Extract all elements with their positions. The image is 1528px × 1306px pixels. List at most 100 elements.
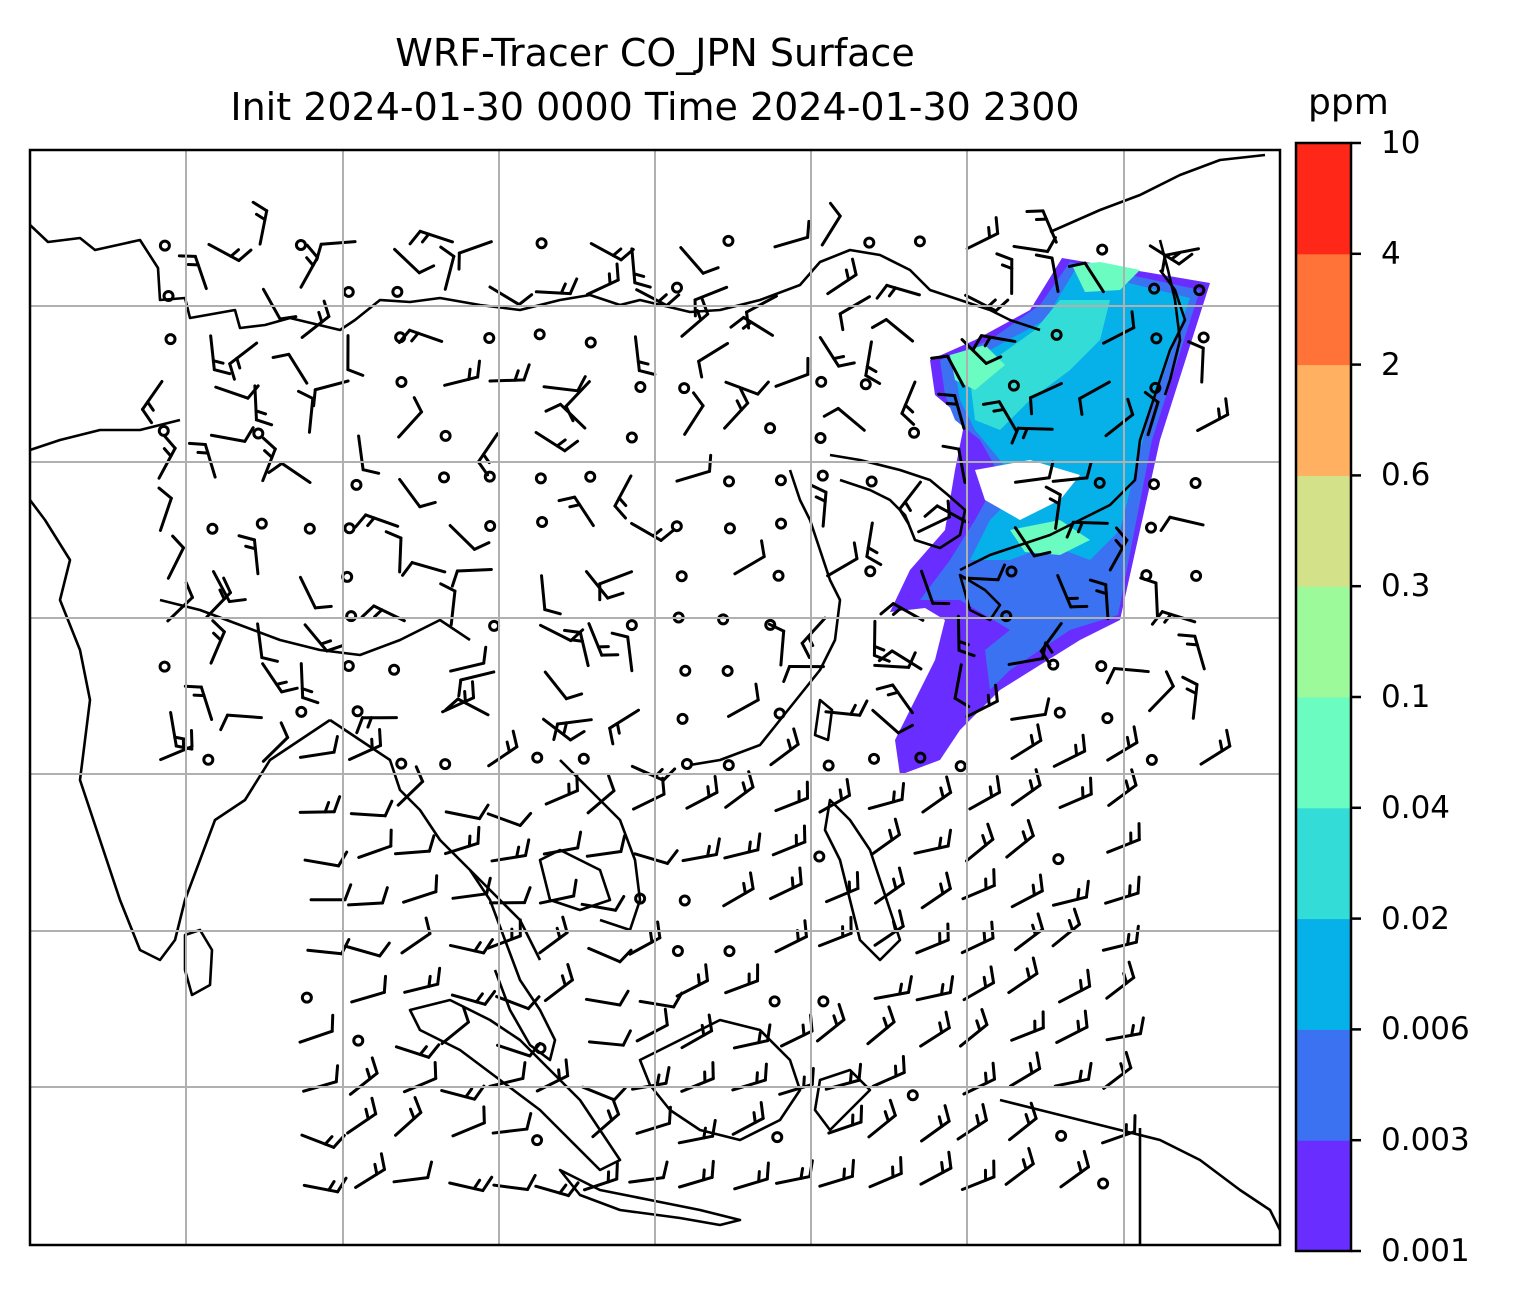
- wind-barb: [1051, 460, 1093, 483]
- colorbar-tick-label: 10: [1381, 125, 1421, 161]
- wind-barb: [635, 288, 681, 308]
- wind-barb: [542, 375, 587, 393]
- wind-barb: [486, 811, 533, 828]
- wind-barb: [585, 834, 627, 858]
- calm-wind-circle: [1097, 1177, 1110, 1190]
- wind-barb: [965, 216, 1000, 251]
- wind-barb: [1160, 247, 1200, 273]
- wind-barb: [633, 335, 657, 376]
- wind-barb: [920, 1104, 951, 1143]
- calm-wind-circle: [345, 610, 358, 623]
- wind-barb: [582, 1161, 619, 1192]
- wind-barb: [451, 1105, 486, 1138]
- wind-barb: [552, 718, 593, 742]
- wind-barb: [1007, 641, 1048, 666]
- wind-barb: [874, 866, 905, 905]
- calm-wind-circle: [388, 663, 401, 676]
- wind-barb: [1013, 912, 1045, 952]
- wind-barb: [726, 682, 760, 718]
- calm-wind-circle: [721, 664, 734, 677]
- wind-barb: [439, 245, 456, 291]
- wind-barb: [177, 254, 208, 291]
- calm-wind-circle: [535, 237, 548, 250]
- coast-tibet: [159, 598, 471, 657]
- wind-barb: [962, 563, 1007, 582]
- wind-barb: [346, 1096, 378, 1135]
- wind-barb: [450, 567, 493, 588]
- wind-barb: [348, 1056, 379, 1096]
- wind-barb: [355, 716, 398, 735]
- wind-barb: [448, 524, 491, 551]
- wind-barb: [968, 775, 1002, 811]
- wind-barb: [1053, 1061, 1093, 1088]
- wind-barb: [267, 461, 312, 484]
- wind-barb: [219, 713, 263, 732]
- wind-barb: [818, 336, 856, 368]
- wind-barb: [440, 1005, 470, 1046]
- wind-barb: [534, 277, 579, 296]
- calm-wind-circle: [352, 1034, 365, 1047]
- wind-barb: [398, 477, 437, 509]
- wind-barb: [402, 874, 439, 904]
- wind-barb: [448, 1175, 494, 1193]
- wind-barb: [298, 575, 333, 610]
- calm-wind-circle: [1145, 521, 1158, 534]
- wind-barb: [157, 486, 173, 532]
- wind-barb: [261, 287, 298, 321]
- calm-wind-circle: [1096, 243, 1109, 256]
- calm-wind-circle: [868, 752, 881, 765]
- calm-wind-circle: [534, 472, 547, 485]
- wind-barb: [299, 662, 320, 705]
- wind-barb: [958, 1007, 989, 1048]
- wind-barb: [824, 699, 869, 717]
- calm-wind-circle: [863, 236, 876, 249]
- wind-barb: [228, 341, 259, 381]
- wind-barb: [774, 919, 808, 954]
- chart-title-line-1: WRF-Tracer CO_JPN Surface: [395, 31, 915, 75]
- calm-wind-circle: [1190, 569, 1203, 582]
- calm-wind-circle: [817, 995, 830, 1008]
- chart-title-line-2: Init 2024-01-30 0000 Time 2024-01-30 230…: [230, 85, 1080, 129]
- wind-barb: [898, 480, 922, 525]
- wind-barb: [774, 780, 810, 813]
- calm-wind-circle: [680, 757, 693, 770]
- calm-wind-circle: [350, 478, 363, 491]
- wind-barb: [394, 1096, 423, 1137]
- wind-barb: [449, 645, 488, 673]
- calm-wind-circle: [351, 705, 364, 718]
- calm-wind-circle: [723, 945, 736, 958]
- colorbar-tick-label: 2: [1381, 346, 1401, 383]
- wind-barb: [678, 1159, 715, 1189]
- wind-barb: [487, 729, 519, 768]
- wind-barb: [965, 683, 999, 719]
- colorbar-segment: [1296, 586, 1351, 698]
- calm-wind-circle: [1189, 476, 1202, 489]
- calm-wind-circle: [295, 705, 308, 718]
- wind-barb: [261, 662, 299, 694]
- wind-barb: [440, 1084, 486, 1101]
- wind-barb: [723, 387, 750, 430]
- calm-wind-circle: [255, 517, 268, 530]
- calm-wind-circle: [678, 894, 691, 907]
- wind-barb: [451, 876, 492, 900]
- wind-barb: [298, 1013, 335, 1044]
- wind-barb: [733, 1161, 770, 1191]
- wind-barb: [900, 380, 917, 426]
- calm-wind-circle: [764, 422, 777, 435]
- wind-barb: [557, 495, 595, 528]
- wind-barb: [346, 334, 365, 377]
- wind-barb: [587, 622, 620, 657]
- wind-barb: [921, 775, 953, 814]
- wind-barb: [871, 708, 914, 735]
- wind-barb: [1010, 723, 1043, 760]
- colorbar-tick-label: 0.02: [1381, 900, 1451, 937]
- wind-barb: [1034, 253, 1060, 293]
- calm-wind-circle: [906, 1089, 919, 1102]
- wind-barb: [1058, 776, 1093, 810]
- wind-barb: [680, 1013, 714, 1050]
- gridlines: [30, 150, 1280, 1245]
- colorbar-tick-label: 0.04: [1381, 789, 1451, 826]
- wind-barb: [675, 963, 709, 998]
- wind-barb: [581, 1085, 627, 1102]
- calm-wind-circle: [914, 751, 927, 764]
